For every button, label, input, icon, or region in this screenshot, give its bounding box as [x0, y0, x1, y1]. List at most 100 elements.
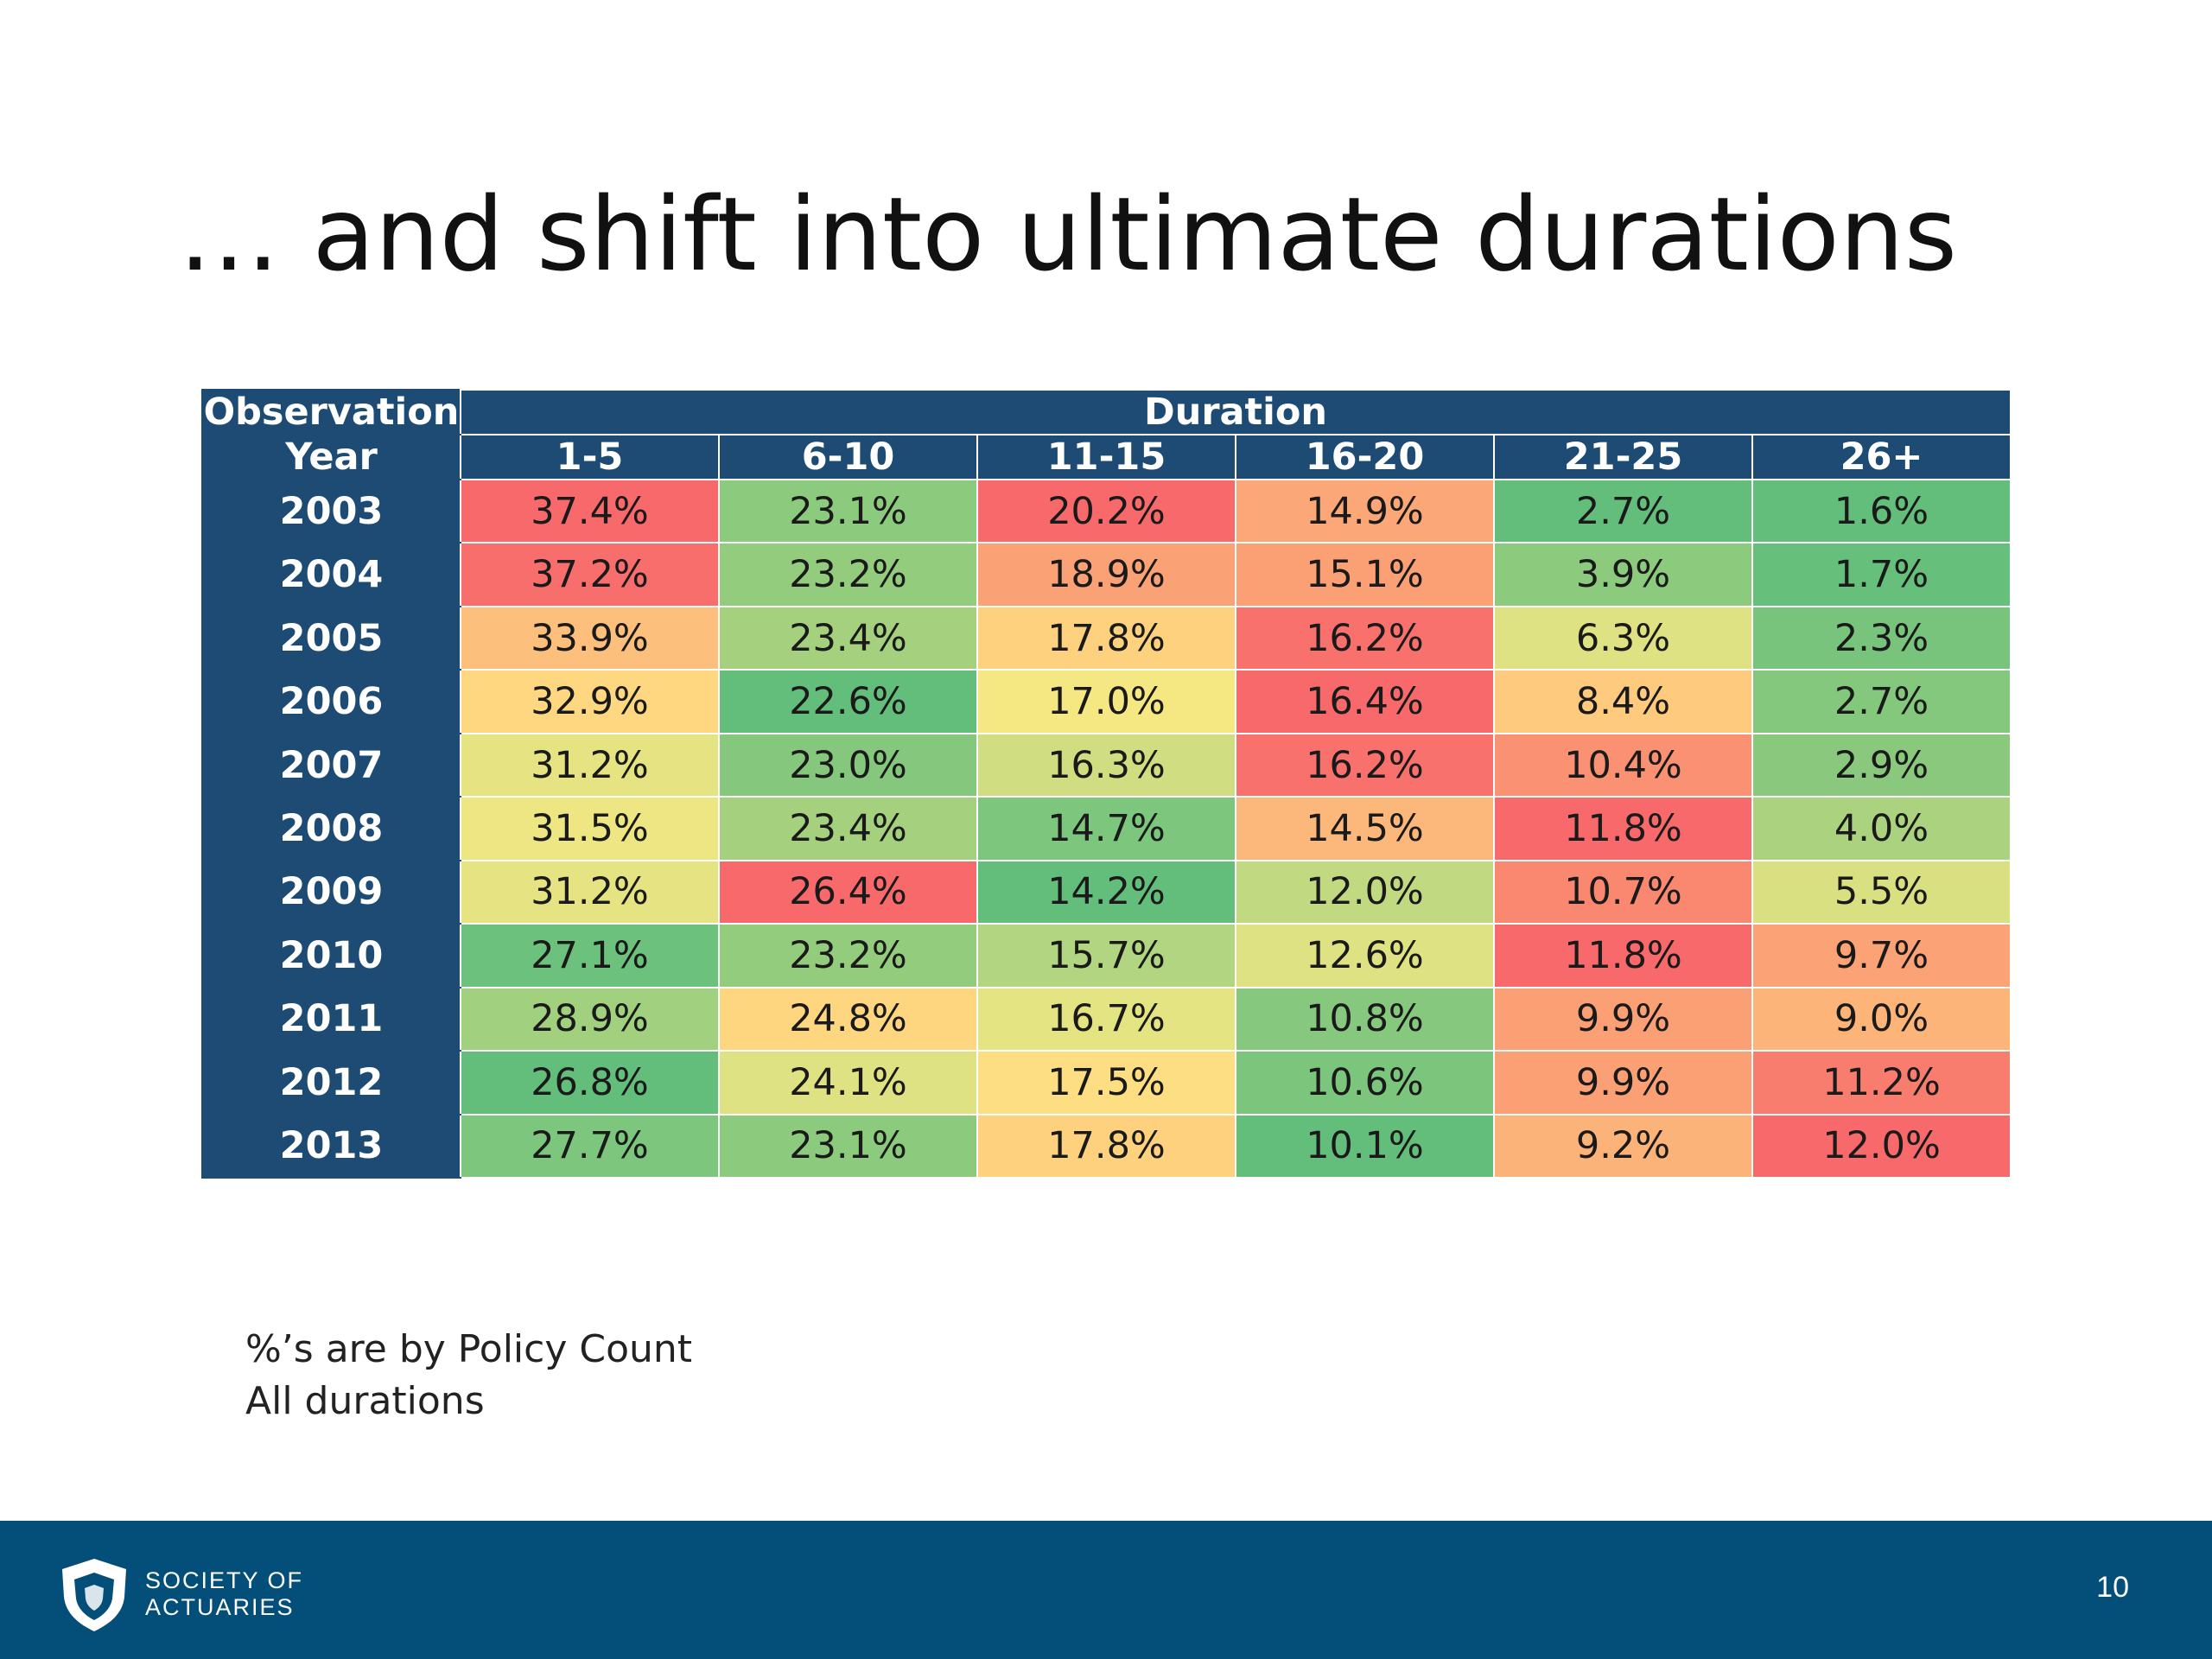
heatmap-cell: 6.3% [1493, 605, 1753, 671]
table-row: 2010 27.1% 23.2% 15.7% 12.6% 11.8% 9.7% [201, 923, 2012, 988]
heatmap-cell: 16.4% [1235, 669, 1495, 734]
table-row: 2006 32.9% 22.6% 17.0% 16.4% 8.4% 2.7% [201, 669, 2012, 734]
heatmap-cell: 23.2% [718, 542, 978, 607]
table-row: 2005 33.9% 23.4% 17.8% 16.2% 6.3% 2.3% [201, 605, 2012, 671]
row-year-label: 2004 [201, 542, 461, 607]
heatmap-cell: 23.4% [718, 796, 978, 861]
heatmap-cell: 17.8% [976, 1113, 1236, 1179]
heatmap-cell: 14.2% [976, 859, 1236, 925]
heatmap-cell: 8.4% [1493, 669, 1753, 734]
heatmap-cell: 9.9% [1493, 1050, 1753, 1116]
heatmap-cell: 11.8% [1493, 923, 1753, 988]
heatmap-cell: 31.2% [460, 859, 720, 925]
row-year-label: 2010 [201, 923, 461, 988]
logo-line-2: ACTUARIES [145, 1594, 295, 1620]
table-row: 2004 37.2% 23.2% 18.9% 15.1% 3.9% 1.7% [201, 542, 2012, 607]
note-policy-count: %’s are by Policy Count [245, 1327, 693, 1371]
table-row: 2012 26.8% 24.1% 17.5% 10.6% 9.9% 11.2% [201, 1050, 2012, 1116]
heatmap-cell: 20.2% [976, 478, 1236, 544]
heatmap-cell: 17.5% [976, 1050, 1236, 1116]
duration-column-header: 21-25 [1493, 434, 1753, 480]
heatmap-cell: 17.8% [976, 605, 1236, 671]
table-row: 2009 31.2% 26.4% 14.2% 12.0% 10.7% 5.5% [201, 859, 2012, 925]
heatmap-cell: 27.7% [460, 1113, 720, 1179]
row-year-label: 2005 [201, 605, 461, 671]
heatmap-cell: 16.2% [1235, 605, 1495, 671]
slide-title: … and shift into ultimate durations [178, 175, 1958, 294]
heatmap-cell: 11.8% [1493, 796, 1753, 861]
heatmap-cell: 12.0% [1751, 1113, 2012, 1179]
row-year-label: 2006 [201, 669, 461, 734]
row-year-label: 2003 [201, 478, 461, 544]
heatmap-cell: 28.9% [460, 986, 720, 1052]
duration-column-header: 26+ [1751, 434, 2012, 480]
table-row: 2003 37.4% 23.1% 20.2% 14.9% 2.7% 1.6% [201, 478, 2012, 544]
heatmap-cell: 23.1% [718, 478, 978, 544]
row-year-label: 2011 [201, 986, 461, 1052]
heatmap-cell: 16.2% [1235, 732, 1495, 798]
heatmap-cell: 12.0% [1235, 859, 1495, 925]
heatmap-cell: 2.3% [1751, 605, 2012, 671]
heatmap-body: 2003 37.4% 23.1% 20.2% 14.9% 2.7% 1.6% 2004 37.2… [201, 478, 2012, 1179]
heatmap-cell: 14.9% [1235, 478, 1495, 544]
heatmap-cell: 5.5% [1751, 859, 2012, 925]
heatmap-cell: 15.7% [976, 923, 1236, 988]
row-year-label: 2009 [201, 859, 461, 925]
slide-notes: %’s are by Policy Count All durations [245, 1324, 692, 1427]
heatmap-cell: 32.9% [460, 669, 720, 734]
page-number: 10 [2096, 1571, 2129, 1604]
duration-column-header: 11-15 [976, 434, 1236, 480]
heatmap-cell: 14.7% [976, 796, 1236, 861]
heatmap-cell: 31.2% [460, 732, 720, 798]
shield-logo-icon [62, 1559, 126, 1631]
heatmap-cell: 23.4% [718, 605, 978, 671]
heatmap-cell: 14.5% [1235, 796, 1495, 861]
note-all-durations: All durations [245, 1379, 485, 1423]
heatmap-cell: 16.3% [976, 732, 1236, 798]
header-row-1: Observation Duration [201, 389, 2012, 435]
heatmap-cell: 15.1% [1235, 542, 1495, 607]
row-year-label: 2012 [201, 1050, 461, 1116]
logo-line-1: SOCIETY OF [145, 1567, 304, 1593]
heatmap-cell: 23.1% [718, 1113, 978, 1179]
heatmap-cell: 17.0% [976, 669, 1236, 734]
heatmap-cell: 23.2% [718, 923, 978, 988]
heatmap-cell: 26.8% [460, 1050, 720, 1116]
heatmap-cell: 26.4% [718, 859, 978, 925]
heatmap-cell: 10.8% [1235, 986, 1495, 1052]
heatmap-cell: 9.0% [1751, 986, 2012, 1052]
row-year-label: 2007 [201, 732, 461, 798]
row-year-label: 2013 [201, 1113, 461, 1179]
table-row: 2011 28.9% 24.8% 16.7% 10.8% 9.9% 9.0% [201, 986, 2012, 1052]
duration-column-header: 6-10 [718, 434, 978, 480]
duration-column-header: 1-5 [460, 434, 720, 480]
heatmap-cell: 3.9% [1493, 542, 1753, 607]
soa-logo-text: SOCIETY OF ACTUARIES [145, 1567, 303, 1621]
heatmap-cell: 11.2% [1751, 1050, 2012, 1116]
heatmap-cell: 1.7% [1751, 542, 2012, 607]
heatmap-cell: 22.6% [718, 669, 978, 734]
table-row: 2007 31.2% 23.0% 16.3% 16.2% 10.4% 2.9% [201, 732, 2012, 798]
heatmap-cell: 10.4% [1493, 732, 1753, 798]
heatmap-cell: 27.1% [460, 923, 720, 988]
row-year-label: 2008 [201, 796, 461, 861]
header-row-2: Year 1-5 6-10 11-15 16-20 21-25 26+ [201, 434, 2012, 480]
observation-header: Observation [201, 389, 461, 435]
heatmap-cell: 24.1% [718, 1050, 978, 1116]
heatmap-cell: 10.1% [1235, 1113, 1495, 1179]
heatmap-cell: 2.7% [1493, 478, 1753, 544]
heatmap-cell: 1.6% [1751, 478, 2012, 544]
heatmap-cell: 16.7% [976, 986, 1236, 1052]
footer-bar: SOCIETY OF ACTUARIES 10 [0, 1521, 2212, 1659]
year-header: Year [201, 434, 461, 480]
heatmap-cell: 2.7% [1751, 669, 2012, 734]
heatmap-cell: 9.2% [1493, 1113, 1753, 1179]
heatmap-cell: 37.4% [460, 478, 720, 544]
heatmap-cell: 23.0% [718, 732, 978, 798]
heatmap-cell: 10.7% [1493, 859, 1753, 925]
heatmap-cell: 18.9% [976, 542, 1236, 607]
duration-heatmap-table: Observation Duration Year 1-5 6-10 11-15 16… [201, 389, 2012, 1179]
table-row: 2013 27.7% 23.1% 17.8% 10.1% 9.2% 12.0% [201, 1113, 2012, 1179]
heatmap-cell: 12.6% [1235, 923, 1495, 988]
